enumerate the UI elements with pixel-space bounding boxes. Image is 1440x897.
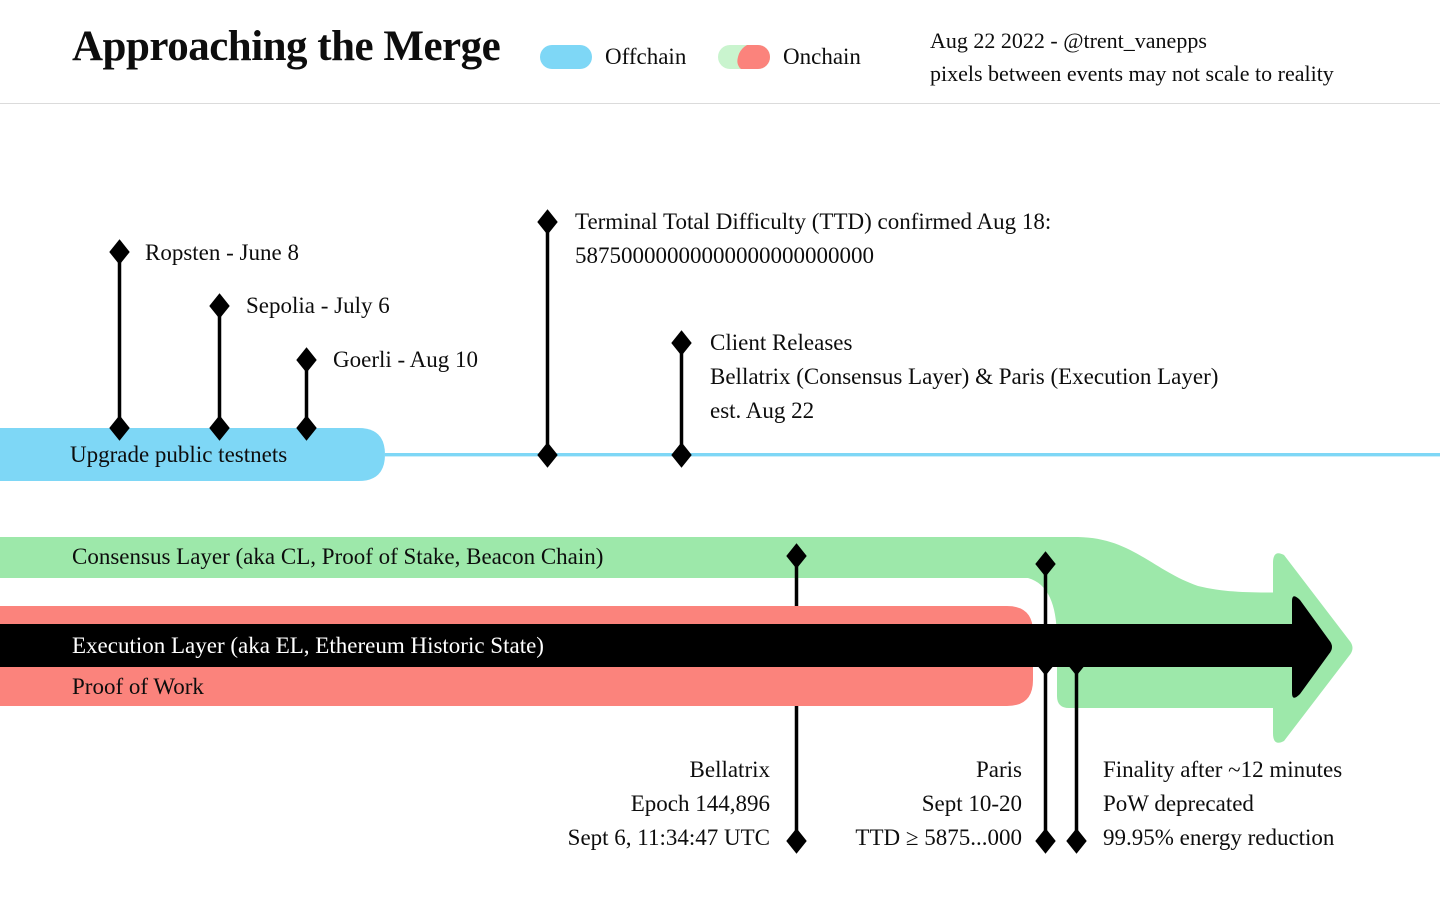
paris-line-1: Paris (976, 757, 1022, 782)
marker-sepolia (209, 294, 230, 440)
client-releases-line-3: est. Aug 22 (710, 398, 815, 423)
client-releases-line-2: Bellatrix (Consensus Layer) & Paris (Exe… (710, 364, 1219, 389)
onchain-legend-swatch (718, 45, 770, 69)
finality-annotation: Finality after ~12 minutes PoW deprecate… (1103, 753, 1342, 855)
offchain-legend-label: Offchain (605, 44, 687, 69)
credit-line-2: pixels between events may not scale to r… (930, 61, 1334, 86)
goerli-label: Goerli - Aug 10 (333, 347, 479, 372)
proof-of-work-label: Proof of Work (72, 674, 204, 699)
offchain-legend-swatch (540, 45, 592, 69)
ttd-annotation: Terminal Total Difficulty (TTD) confirme… (575, 205, 1051, 273)
marker-ropsten (109, 240, 130, 440)
execution-layer-arrow (0, 596, 1332, 698)
offchain-bar-label: Upgrade public testnets (70, 442, 288, 467)
marker-ttd (537, 210, 558, 467)
header-divider (0, 103, 1440, 104)
paris-line-2: Sept 10-20 (921, 791, 1022, 816)
finality-line-1: Finality after ~12 minutes (1103, 757, 1343, 782)
marker-client-releases (671, 331, 692, 467)
finality-line-3: 99.95% energy reduction (1103, 825, 1335, 850)
ttd-line-1: Terminal Total Difficulty (TTD) confirme… (575, 209, 1052, 234)
page-title: Approaching the Merge (72, 23, 501, 70)
credit-line-1: Aug 22 2022 - @trent_vanepps (930, 28, 1207, 53)
bellatrix-annotation: Bellatrix Epoch 144,896 Sept 6, 11:34:47… (568, 753, 770, 855)
consensus-layer-label: Consensus Layer (aka CL, Proof of Stake,… (72, 544, 604, 569)
marker-goerli (296, 348, 317, 440)
client-releases-line-1: Client Releases (710, 330, 853, 355)
credits: Aug 22 2022 - @trent_vanepps pixels betw… (930, 24, 1334, 90)
sepolia-label: Sepolia - July 6 (246, 293, 390, 318)
client-releases-annotation: Client Releases Bellatrix (Consensus Lay… (710, 326, 1218, 428)
paris-annotation: Paris Sept 10-20 TTD ≥ 5875...000 (855, 753, 1022, 855)
offchain-bar (0, 428, 385, 481)
marker-paris-end (1066, 651, 1087, 853)
offchain-timeline-line (385, 453, 1440, 457)
execution-layer-label: Execution Layer (aka EL, Ethereum Histor… (72, 633, 544, 658)
bellatrix-line-2: Epoch 144,896 (630, 791, 770, 816)
ttd-line-2: 58750000000000000000000000 (575, 243, 874, 268)
onchain-legend-label: Onchain (783, 44, 861, 69)
finality-line-2: PoW deprecated (1103, 791, 1254, 816)
bellatrix-line-1: Bellatrix (689, 757, 770, 782)
ropsten-label: Ropsten - June 8 (145, 240, 299, 265)
marker-paris-start (1035, 552, 1056, 853)
bellatrix-line-3: Sept 6, 11:34:47 UTC (567, 825, 770, 850)
paris-line-3: TTD ≥ 5875...000 (855, 825, 1022, 850)
